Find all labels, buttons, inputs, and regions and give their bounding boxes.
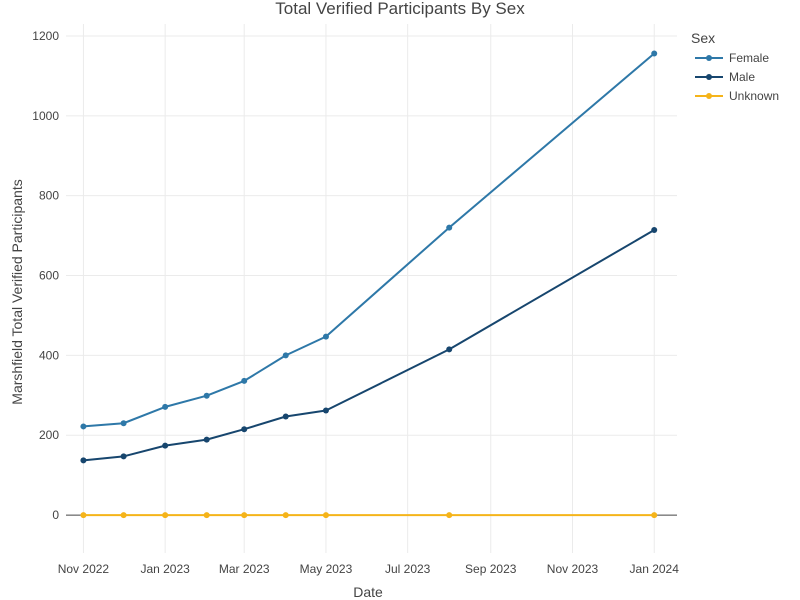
y-axis-ticks: 0 200 400 600 800 1000 1200 xyxy=(32,29,59,522)
legend-item-male[interactable]: Male xyxy=(695,70,755,84)
x-tick-label: Jan 2024 xyxy=(630,562,680,576)
series-line-male xyxy=(83,229,655,462)
data-point-female xyxy=(203,392,210,399)
x-tick-label: May 2023 xyxy=(300,562,353,576)
legend-marker xyxy=(706,93,712,99)
data-point-unknown xyxy=(162,512,169,519)
data-point-unknown xyxy=(120,512,127,519)
y-tick-label: 800 xyxy=(39,189,59,203)
data-point-unknown xyxy=(241,512,248,519)
data-point-male xyxy=(80,457,87,464)
series-layer xyxy=(80,50,658,519)
data-point-male xyxy=(203,436,210,443)
data-point-male xyxy=(651,227,658,234)
x-tick-label: Jul 2023 xyxy=(385,562,431,576)
legend-item-unknown[interactable]: Unknown xyxy=(695,89,779,103)
legend: Sex Female Male Unknown xyxy=(691,30,779,103)
data-point-male xyxy=(162,442,169,449)
data-point-female xyxy=(162,403,169,410)
data-point-male xyxy=(322,407,329,414)
y-tick-label: 1000 xyxy=(32,109,59,123)
legend-marker xyxy=(706,55,712,61)
data-point-male xyxy=(120,453,127,460)
data-point-unknown xyxy=(282,512,289,519)
x-axis-ticks: Nov 2022 Jan 2023 Mar 2023 May 2023 Jul 2023… xyxy=(58,562,679,576)
data-point-female xyxy=(241,377,248,384)
y-tick-label: 600 xyxy=(39,269,59,283)
x-tick-label: Mar 2023 xyxy=(219,562,270,576)
y-tick-label: 0 xyxy=(52,508,59,522)
data-point-unknown xyxy=(446,512,453,519)
data-point-unknown xyxy=(203,512,210,519)
y-tick-label: 1200 xyxy=(32,29,59,43)
data-point-female xyxy=(651,50,658,57)
chart-title: Total Verified Participants By Sex xyxy=(275,0,525,18)
grid-layer xyxy=(66,24,677,553)
data-point-unknown xyxy=(80,512,87,519)
data-point-female xyxy=(322,333,329,340)
data-point-unknown xyxy=(651,512,658,519)
x-tick-label: Sep 2023 xyxy=(465,562,517,576)
data-point-unknown xyxy=(322,512,329,519)
legend-title: Sex xyxy=(691,30,715,46)
data-point-female xyxy=(80,423,87,430)
series-line-female xyxy=(83,52,655,428)
legend-label: Unknown xyxy=(729,89,779,103)
legend-label: Female xyxy=(729,51,769,65)
y-axis-title: Marshfield Total Verified Participants xyxy=(9,179,25,404)
y-tick-label: 400 xyxy=(39,348,59,362)
data-point-female xyxy=(446,224,453,231)
data-point-male xyxy=(241,426,248,433)
x-tick-label: Nov 2023 xyxy=(547,562,599,576)
legend-marker xyxy=(706,74,712,80)
data-point-female xyxy=(120,420,127,427)
legend-label: Male xyxy=(729,70,755,84)
x-axis-title: Date xyxy=(353,584,383,600)
data-point-female xyxy=(282,352,289,359)
legend-item-female[interactable]: Female xyxy=(695,51,769,65)
data-point-male xyxy=(282,413,289,420)
x-tick-label: Jan 2023 xyxy=(140,562,190,576)
y-tick-label: 200 xyxy=(39,428,59,442)
x-tick-label: Nov 2022 xyxy=(58,562,110,576)
data-point-male xyxy=(446,346,453,353)
